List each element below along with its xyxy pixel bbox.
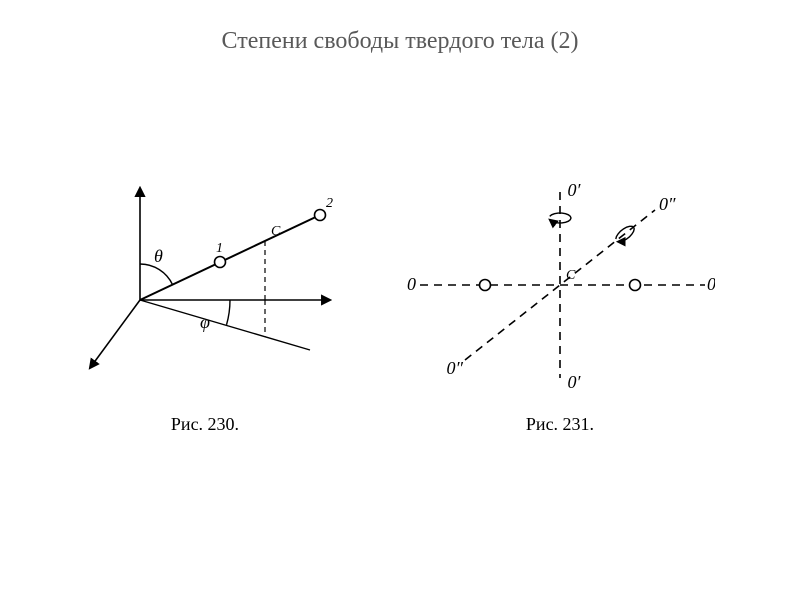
point-2-label: 2 bbox=[326, 196, 333, 211]
axis-Op-label-top: 0′ bbox=[568, 180, 582, 200]
figure-231: 0 0 0′ 0′ 0″ 0″ C Рис. 231. bbox=[407, 180, 715, 434]
point-1 bbox=[215, 257, 226, 268]
theta-arc bbox=[140, 264, 173, 285]
page-title: Степени свободы твердого тела (2) bbox=[0, 28, 800, 55]
axis-O-marker-right bbox=[630, 280, 641, 291]
axis-O-marker-left bbox=[480, 280, 491, 291]
axis-O-label-right: 0 bbox=[707, 274, 715, 294]
body-line bbox=[140, 215, 320, 300]
phi-arc bbox=[227, 300, 230, 325]
point-2 bbox=[315, 210, 326, 221]
axis-O-label-left: 0 bbox=[407, 274, 416, 294]
center-c-label: C bbox=[566, 268, 576, 283]
figure-230: θ φ 1 2 C Рис. 230. bbox=[90, 188, 333, 434]
theta-label: θ bbox=[154, 246, 163, 266]
axis-Op-label-bot: 0′ bbox=[568, 372, 582, 392]
figure-231-caption: Рис. 231. bbox=[526, 414, 594, 434]
figure-230-caption: Рис. 230. bbox=[171, 414, 239, 434]
axis-Opp-label-top: 0″ bbox=[659, 194, 676, 214]
y-axis bbox=[90, 300, 140, 368]
axis-Opp-label-bot: 0″ bbox=[447, 358, 464, 378]
figures-container: θ φ 1 2 C Рис. 230. bbox=[85, 180, 715, 480]
phi-projection-line bbox=[140, 300, 310, 350]
point-c-label: C bbox=[271, 224, 281, 239]
phi-label: φ bbox=[200, 312, 210, 332]
point-1-label: 1 bbox=[216, 241, 223, 256]
figures-svg: θ φ 1 2 C Рис. 230. bbox=[85, 180, 715, 480]
page: Степени свободы твердого тела (2) bbox=[0, 0, 800, 600]
